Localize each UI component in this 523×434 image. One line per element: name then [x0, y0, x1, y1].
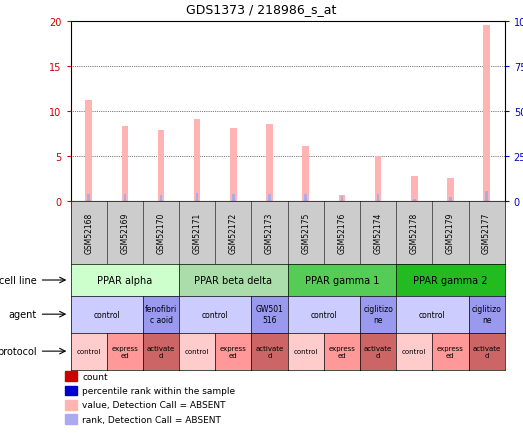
Text: GSM52168: GSM52168 [84, 213, 93, 254]
Text: GSM52172: GSM52172 [229, 213, 238, 254]
Bar [340, 197, 343, 202]
Bar [483, 26, 490, 202]
Text: protocol: protocol [0, 346, 37, 356]
Bar [485, 191, 488, 202]
Text: control: control [202, 310, 229, 319]
Text: GSM52170: GSM52170 [156, 213, 166, 254]
Text: GSM52173: GSM52173 [265, 213, 274, 254]
Text: GSM52179: GSM52179 [446, 213, 455, 254]
Bar [339, 195, 345, 202]
Text: PPAR gamma 2: PPAR gamma 2 [413, 276, 487, 285]
Text: express
ed: express ed [437, 345, 464, 358]
Text: cell line: cell line [0, 276, 37, 285]
Bar [230, 129, 236, 202]
Bar [160, 195, 162, 202]
Text: PPAR beta delta: PPAR beta delta [195, 276, 272, 285]
Text: GSM52176: GSM52176 [337, 213, 346, 254]
Text: ciglitizo
ne: ciglitizo ne [363, 305, 393, 324]
Bar [302, 147, 309, 202]
Bar [122, 127, 128, 202]
Text: GSM52174: GSM52174 [373, 213, 383, 254]
Bar [123, 194, 126, 202]
Bar [411, 177, 417, 202]
Text: control: control [94, 310, 120, 319]
Text: GSM52177: GSM52177 [482, 213, 491, 254]
Text: control: control [293, 349, 318, 354]
Text: PPAR gamma 1: PPAR gamma 1 [305, 276, 379, 285]
Bar [196, 194, 199, 202]
Text: rank, Detection Call = ABSENT: rank, Detection Call = ABSENT [82, 415, 221, 424]
Bar [377, 195, 379, 202]
Bar [268, 194, 271, 202]
Bar [85, 101, 92, 202]
Bar [449, 197, 452, 202]
Bar [158, 131, 164, 202]
Text: percentile rank within the sample: percentile rank within the sample [82, 386, 235, 395]
Text: GSM52171: GSM52171 [192, 213, 202, 254]
Text: control: control [402, 349, 426, 354]
Text: activate
d: activate d [147, 345, 175, 358]
Bar [232, 194, 235, 202]
Text: GSM52169: GSM52169 [120, 213, 129, 254]
Text: GW501
516: GW501 516 [256, 305, 283, 324]
Text: control: control [419, 310, 446, 319]
Text: PPAR alpha: PPAR alpha [97, 276, 153, 285]
Text: activate
d: activate d [255, 345, 283, 358]
Text: value, Detection Call = ABSENT: value, Detection Call = ABSENT [82, 401, 225, 409]
Bar [413, 200, 416, 202]
Text: control: control [76, 349, 101, 354]
Text: ciglitizo
ne: ciglitizo ne [472, 305, 502, 324]
Text: express
ed: express ed [328, 345, 355, 358]
Text: agent: agent [8, 309, 37, 319]
Bar [194, 120, 200, 202]
Text: control: control [311, 310, 337, 319]
Text: express
ed: express ed [220, 345, 247, 358]
Text: GSM52178: GSM52178 [410, 213, 419, 254]
Bar [87, 194, 90, 202]
Text: GDS1373 / 218986_s_at: GDS1373 / 218986_s_at [186, 3, 337, 16]
Text: express
ed: express ed [111, 345, 138, 358]
Bar [266, 125, 273, 202]
Text: count: count [82, 372, 108, 381]
Bar [375, 157, 381, 202]
Text: control: control [185, 349, 209, 354]
Bar [304, 195, 307, 202]
Text: fenofibri
c aoid: fenofibri c aoid [145, 305, 177, 324]
Bar [447, 178, 453, 202]
Text: activate
d: activate d [472, 345, 501, 358]
Text: activate
d: activate d [364, 345, 392, 358]
Text: GSM52175: GSM52175 [301, 213, 310, 254]
